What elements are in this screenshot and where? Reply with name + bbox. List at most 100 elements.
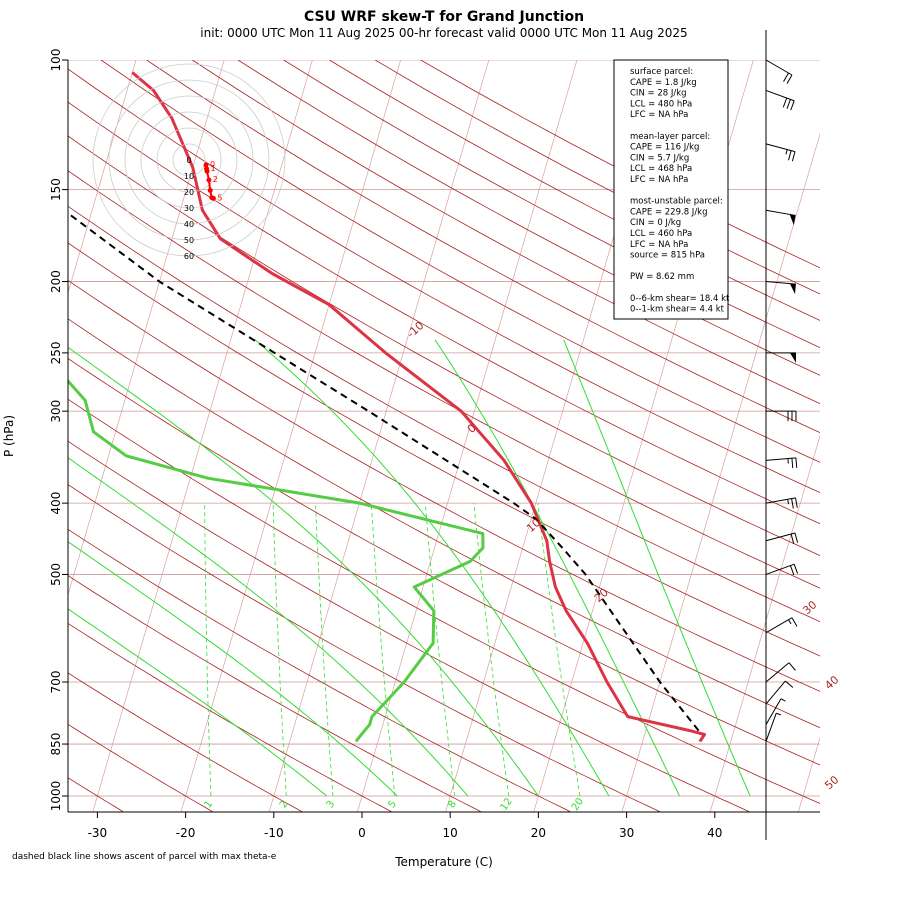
mixing-ratio-label: 5	[386, 799, 399, 811]
barb-staff	[765, 680, 786, 705]
hodograph-ring	[172, 143, 206, 177]
dry-adiabat	[68, 528, 571, 812]
temperature-profile	[131, 71, 706, 743]
barb-staff	[765, 698, 782, 725]
hodograph-point	[203, 162, 209, 168]
barb-flag	[795, 457, 798, 468]
barb-staff	[765, 563, 795, 575]
mixing-ratio-label: 8	[446, 799, 459, 811]
isotherm-line	[68, 60, 137, 295]
mixing-ratio-line	[370, 503, 396, 797]
dry-adiabat	[68, 777, 124, 812]
hodograph-ring-label: 30	[184, 204, 194, 213]
dry-adiabat	[68, 68, 820, 494]
y-tick-label: 500	[49, 563, 63, 586]
barb-staff	[765, 497, 796, 504]
wind-barb	[765, 59, 793, 84]
chart-title: CSU WRF skew-T for Grand Junction	[304, 9, 584, 25]
wind-barb	[765, 143, 796, 162]
y-tick-label: 700	[49, 671, 63, 694]
wind-barb	[765, 698, 786, 725]
wind-barb	[766, 352, 796, 363]
moist-adiabat	[254, 339, 610, 797]
x-tick-label: -30	[88, 826, 108, 840]
x-axis-label: Temperature (C)	[394, 855, 493, 869]
y-axis-label: P (hPa)	[2, 415, 16, 457]
hodograph-point-label: 2	[213, 175, 218, 184]
info-line: CIN = 28 J/kg	[630, 89, 687, 99]
wind-barbs	[765, 30, 799, 840]
barb-staff	[765, 617, 793, 634]
hodograph-point	[206, 177, 212, 183]
dry-adiabat	[192, 60, 820, 405]
isotherm-line	[621, 132, 820, 812]
hodograph-ring	[140, 111, 238, 209]
dry-adiabat	[68, 318, 820, 729]
hodograph-point-label: 1	[211, 164, 216, 173]
hodograph-ring-label: 0	[186, 156, 191, 165]
hodograph-point	[204, 168, 210, 174]
y-tick-label: 300	[49, 400, 63, 423]
x-tick-label: 40	[707, 826, 722, 840]
wind-barb	[765, 209, 796, 226]
moist-adiabat	[434, 339, 680, 797]
info-line: LFC = NA hPa	[630, 110, 688, 120]
mixing-ratio-line	[204, 503, 212, 797]
dry-adiabat	[68, 135, 820, 556]
isotherm-line	[357, 60, 578, 812]
barb-flag	[788, 150, 792, 161]
sounding-curves	[68, 71, 706, 743]
y-tick-label: 400	[49, 492, 63, 515]
y-tick-label: 250	[49, 341, 63, 364]
info-line: CAPE = 229.8 J/kg	[630, 207, 708, 217]
barb-flag	[786, 74, 793, 84]
barb-staff	[765, 662, 790, 683]
barb-half-flag	[788, 619, 792, 625]
dry-adiabat	[68, 279, 820, 692]
isotherm-label: 40	[822, 673, 841, 692]
barb-flag	[782, 97, 788, 108]
barb-flag	[794, 532, 799, 543]
chart-subtitle: init: 0000 UTC Mon 11 Aug 2025 00-hr for…	[200, 26, 687, 40]
dry-adiabat	[68, 242, 820, 657]
info-line: surface parcel:	[630, 67, 693, 77]
info-line: LCL = 468 hPa	[630, 164, 692, 174]
dry-adiabat	[68, 170, 820, 589]
wind-barb	[765, 680, 794, 705]
barb-flag	[791, 458, 794, 469]
info-line: mean-layer parcel:	[630, 132, 710, 142]
wind-barb	[766, 410, 797, 422]
barb-flag	[793, 564, 799, 574]
wind-barb	[765, 662, 796, 683]
moist-adiabat	[68, 608, 328, 797]
mixing-ratio-label: 1	[203, 799, 216, 811]
moist-adiabat	[68, 541, 398, 797]
wind-barb	[765, 712, 782, 742]
isotherm-line	[268, 60, 490, 812]
footnote: dashed black line shows ascent of parcel…	[12, 852, 277, 862]
moist-adiabat	[68, 457, 469, 797]
barb-flag	[790, 100, 795, 111]
barb-flag	[783, 72, 789, 82]
barb-pennant	[789, 283, 796, 295]
barb-flag	[791, 151, 796, 162]
y-tick-label: 200	[49, 270, 63, 293]
moist-adiabat	[563, 339, 751, 797]
mixing-ratio-line	[272, 503, 287, 797]
y-tick-label: 150	[49, 178, 63, 201]
dry-adiabat	[68, 672, 302, 812]
info-line: 0--1-km shear= 4.4 kt	[630, 305, 725, 315]
y-tick-label: 100	[49, 49, 63, 72]
barb-flag	[788, 662, 796, 671]
wind-barb	[765, 563, 799, 576]
mixing-ratio-label: 3	[325, 799, 338, 811]
barb-staff	[765, 143, 796, 153]
info-line: LFC = NA hPa	[630, 240, 688, 250]
barb-half-flag	[787, 499, 790, 505]
barb-pennant	[789, 214, 796, 226]
barb-staff	[765, 713, 777, 742]
info-line: CIN = 0 J/kg	[630, 218, 681, 228]
